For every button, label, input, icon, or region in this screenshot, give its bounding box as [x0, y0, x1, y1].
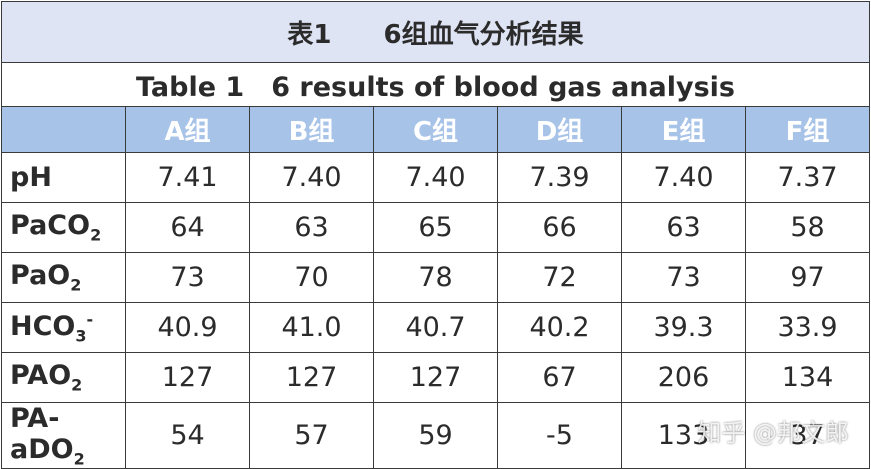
value-cell: 58	[745, 202, 870, 253]
data-row: pH 7.41 7.40 7.40 7.39 7.40 7.37	[1, 152, 870, 203]
title-row: 表1 6组血气分析结果	[1, 1, 870, 63]
column-header: F组	[745, 106, 870, 153]
value-cell: 78	[373, 252, 498, 303]
value-cell: 127	[125, 352, 250, 403]
label-superscript: -	[86, 309, 94, 329]
data-row: PAO2 127 127 127 67 206 134	[1, 352, 870, 403]
corner-cell	[1, 106, 126, 153]
value-cell: 7.40	[621, 152, 746, 203]
label-subscript: 2	[73, 449, 85, 469]
label-text: HCO	[10, 310, 76, 342]
data-row: PaO2 73 70 78 72 73 97	[1, 252, 870, 303]
value-cell: 40.7	[373, 302, 498, 353]
label-text: PAO	[10, 360, 72, 392]
value-cell: 134	[745, 352, 870, 403]
row-label: PaO2	[1, 252, 126, 303]
label-subscript: 2	[71, 375, 83, 395]
value-cell: 57	[249, 401, 374, 469]
row-label: PA-aDO2	[1, 401, 126, 469]
value-cell: -5	[497, 401, 622, 469]
watermark: 知乎 @邦文郎	[697, 419, 849, 447]
value-cell: 54	[125, 401, 250, 469]
subtitle: Table 1 6 results of blood gas analysis	[1, 62, 870, 107]
row-label: pH	[1, 152, 126, 203]
value-cell: 97	[745, 252, 870, 303]
data-row: PaCO2 64 63 65 66 63 58	[1, 202, 870, 253]
label-text: pH	[10, 162, 52, 193]
value-cell: 73	[125, 252, 250, 303]
row-label: PaCO2	[1, 202, 126, 253]
value-cell: 59	[373, 401, 498, 469]
column-header: C组	[373, 106, 498, 153]
row-label: HCO3-	[1, 302, 126, 353]
value-cell: 7.41	[125, 152, 250, 203]
value-cell: 41.0	[249, 302, 374, 353]
value-cell: 7.40	[249, 152, 374, 203]
label-subscript: 3	[75, 326, 87, 346]
column-header: E组	[621, 106, 746, 153]
value-cell: 67	[497, 352, 622, 403]
value-cell: 72	[497, 252, 622, 303]
value-cell: 127	[373, 352, 498, 403]
value-cell: 63	[249, 202, 374, 253]
column-header: D组	[497, 106, 622, 153]
value-cell: 73	[621, 252, 746, 303]
column-header: B组	[249, 106, 374, 153]
value-cell: 33.9	[745, 302, 870, 353]
label-subscript: 2	[90, 225, 102, 245]
value-cell: 40.2	[497, 302, 622, 353]
data-row: PA-aDO2 54 57 59 -5 133 37	[1, 401, 870, 469]
value-cell: 206	[621, 352, 746, 403]
value-cell: 70	[249, 252, 374, 303]
value-cell: 40.9	[125, 302, 250, 353]
label-subscript: 2	[70, 275, 82, 295]
value-cell: 66	[497, 202, 622, 253]
value-cell: 39.3	[621, 302, 746, 353]
header-row: A组 B组 C组 D组 E组 F组	[1, 106, 870, 153]
value-cell: 7.39	[497, 152, 622, 203]
value-cell: 63	[621, 202, 746, 253]
value-cell: 7.37	[745, 152, 870, 203]
value-cell: 65	[373, 202, 498, 253]
column-header: A组	[125, 106, 250, 153]
value-cell: 7.40	[373, 152, 498, 203]
label-text: PA-aDO	[10, 403, 74, 465]
title: 表1 6组血气分析结果	[1, 1, 870, 63]
value-cell: 37	[745, 401, 870, 469]
label-text: PaCO	[10, 210, 91, 242]
value-cell: 64	[125, 202, 250, 253]
label-text: PaO	[10, 260, 71, 292]
data-row: HCO3- 40.9 41.0 40.7 40.2 39.3 33.9	[1, 302, 870, 353]
row-label: PAO2	[1, 352, 126, 403]
subtitle-row: Table 1 6 results of blood gas analysis	[1, 62, 870, 107]
value-cell: 127	[249, 352, 374, 403]
